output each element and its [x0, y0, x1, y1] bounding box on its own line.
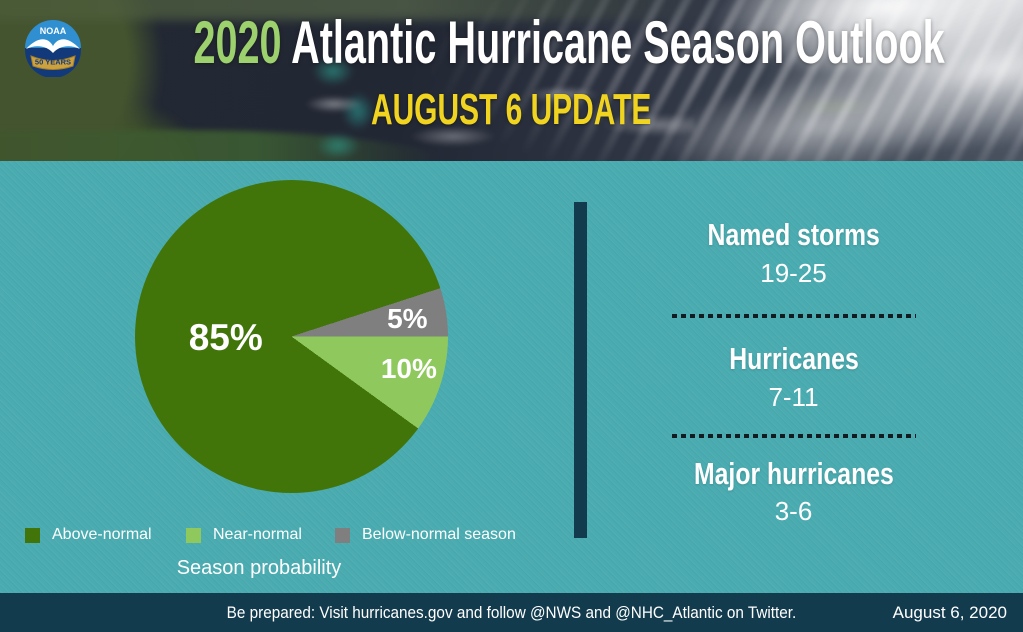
pie-slice-label-above-normal: 85%: [188, 317, 263, 359]
chart-title: Season probability: [176, 557, 342, 579]
season-probability-chart: 85% 5% 10%: [135, 180, 448, 493]
satellite-cloud-streaks: [430, 0, 1023, 161]
pie-slice-label-near-normal: 10%: [380, 353, 437, 385]
stat-label-hurricanes: Hurricanes: [728, 341, 859, 376]
noaa-logo-banner-text: 50 YEARS: [35, 58, 71, 67]
header-banner: NOAA 50 YEARS 2020 Atlantic Hurricane Se…: [0, 0, 1023, 161]
legend-label-above-normal: Above-normal: [52, 526, 152, 543]
stat-range-major-hurricanes: 3-6: [774, 496, 813, 526]
pie-slice-label-below-normal: 5%: [387, 303, 428, 335]
footer-date: August 6, 2020: [892, 603, 1007, 622]
legend-item-below-normal: Below-normal season: [335, 527, 516, 543]
stat-label-major-hurricanes: Major hurricanes: [693, 456, 894, 491]
title-rest: Atlantic Hurricane Season Outlook: [291, 9, 945, 76]
legend-swatch-near-normal: [186, 527, 201, 543]
noaa-logo-icon: NOAA 50 YEARS: [25, 20, 81, 77]
stat-range-hurricanes: 7-11: [768, 382, 819, 412]
footer-message: Be prepared: Visit hurricanes.gov and fo…: [226, 603, 797, 622]
title-year: 2020: [193, 9, 282, 76]
stat-range-named-storms: 19-25: [760, 258, 827, 288]
noaa-logo-text: NOAA: [40, 26, 67, 36]
legend-item-above-normal: Above-normal: [25, 527, 152, 543]
vertical-divider-bar: [574, 202, 587, 538]
stats-panel: Named storms 19-25 Hurricanes 7-11 Major…: [564, 161, 1023, 593]
main-content: 85% 5% 10% Above-normal Near-normal Belo…: [0, 161, 1023, 593]
legend-item-near-normal: Near-normal: [186, 527, 302, 543]
dotted-separator: [671, 434, 916, 438]
page-subtitle: AUGUST 6 UPDATE: [371, 85, 652, 134]
page-title: 2020 Atlantic Hurricane Season Outlook: [0, 9, 1023, 76]
legend-swatch-below-normal: [335, 527, 350, 543]
pie-chart: [135, 180, 448, 493]
stat-label-named-storms: Named storms: [707, 217, 880, 252]
legend-label-below-normal: Below-normal season: [362, 526, 516, 543]
legend-label-near-normal: Near-normal: [213, 526, 302, 543]
dotted-separator: [671, 314, 916, 318]
legend-swatch-above-normal: [25, 527, 40, 543]
satellite-scattered-clouds: [255, 68, 695, 161]
satellite-shallow-water: [298, 48, 398, 161]
footer-bar: Be prepared: Visit hurricanes.gov and fo…: [0, 593, 1023, 632]
